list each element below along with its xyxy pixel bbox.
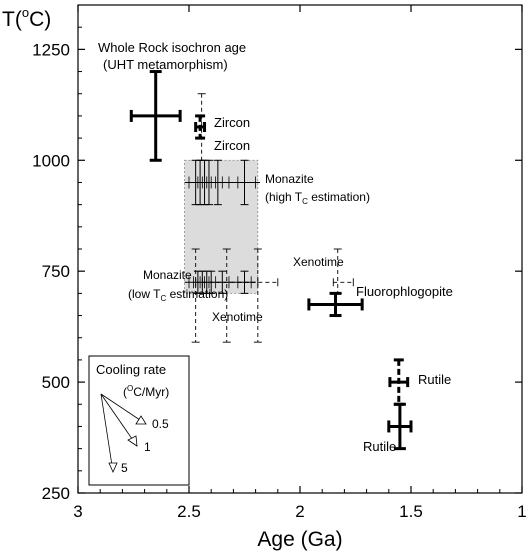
legend-arrowhead-0.5 <box>135 415 147 425</box>
legend-arrowhead-1 <box>127 435 138 447</box>
x-tick-label: 2 <box>295 502 304 521</box>
rutile-label-1: Rutile <box>418 372 451 387</box>
legend-rate-0.5: 0.5 <box>152 417 169 431</box>
y-axis-title: T(oC) <box>2 5 51 31</box>
legend-arrow-1 <box>100 393 138 447</box>
xenotime-label-2: Xenotime <box>212 310 263 324</box>
monazite-low-label-1: Monazite <box>143 268 192 282</box>
x-axis-title: Age (Ga) <box>257 528 342 551</box>
legend-arrow-0.5 <box>100 393 147 425</box>
legend-rate-5: 5 <box>121 461 128 475</box>
zircon-label-2: Zircon <box>214 138 250 153</box>
monazite-high-label-1: Monazite <box>265 172 314 186</box>
x-tick-label: 3 <box>73 502 82 521</box>
y-tick-label: 1250 <box>32 40 70 59</box>
legend-title: Cooling rate <box>96 362 166 377</box>
rutile-label-2: Rutile <box>363 439 396 454</box>
y-tick-label: 250 <box>42 484 70 503</box>
monazite-high-series <box>184 159 261 206</box>
whole-rock-label-1: Whole Rock isochron age <box>98 40 246 55</box>
legend-rate-1: 1 <box>144 440 151 454</box>
monazite-high-label-2: (high TC estimation) <box>265 190 370 206</box>
x-axis-ticks: 3 2.5 2 1.5 1 <box>73 5 526 521</box>
y-axis-ticks: 250 500 750 1000 1250 <box>32 26 522 503</box>
x-tick-label: 1 <box>517 502 526 521</box>
xenotime-label-1: Xenotime <box>293 255 344 269</box>
dash-dot-error-bars <box>194 114 410 406</box>
x-tick-label: 2.5 <box>177 502 201 521</box>
thin-dashed-error-bars <box>191 93 354 343</box>
legend: Cooling rate (OC/Myr) 0.5 1 5 <box>88 355 190 486</box>
y-tick-label: 1000 <box>32 151 70 170</box>
legend-arrow-5 <box>100 393 114 473</box>
monazite-low-label-2: (low TC estimation) <box>128 287 228 303</box>
x-tick-label: 1.5 <box>399 502 423 521</box>
y-tick-label: 500 <box>42 373 70 392</box>
zircon-label-1: Zircon <box>214 115 250 130</box>
legend-arrowhead-5 <box>108 462 118 473</box>
fluorophlogopite-label: Fluorophlogopite <box>356 284 453 299</box>
legend-unit: (OC/Myr) <box>123 384 169 399</box>
whole-rock-label-2: (UHT metamorphism) <box>103 57 228 72</box>
y-tick-label: 750 <box>42 262 70 281</box>
